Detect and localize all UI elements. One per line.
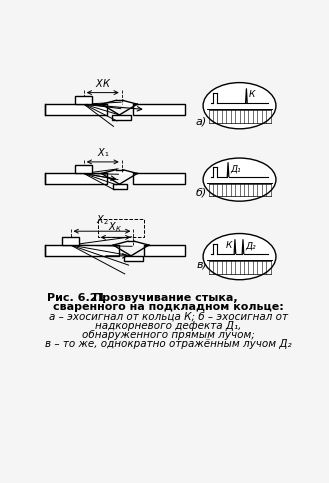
- Text: в): в): [196, 259, 207, 270]
- Ellipse shape: [203, 83, 276, 129]
- Polygon shape: [102, 100, 137, 104]
- Text: в – то же, однократно отражённым лучом Д₂: в – то же, однократно отражённым лучом Д…: [45, 339, 291, 349]
- Text: К: К: [226, 241, 233, 250]
- Bar: [62, 237, 79, 245]
- Bar: [113, 115, 131, 120]
- Bar: [45, 104, 107, 115]
- Bar: [75, 165, 92, 173]
- Bar: [133, 104, 185, 115]
- Text: Рис. 6.21: Рис. 6.21: [47, 293, 106, 303]
- Text: $XК$: $XК$: [94, 77, 111, 89]
- Text: надкорневого дефекта Д₁,: надкорневого дефекта Д₁,: [95, 321, 241, 330]
- Ellipse shape: [203, 233, 276, 280]
- Text: К: К: [249, 90, 255, 99]
- Text: Прозвучивание стыка,: Прозвучивание стыка,: [93, 293, 238, 303]
- Text: б): б): [196, 188, 207, 198]
- Text: Д₁: Д₁: [230, 164, 241, 173]
- Polygon shape: [113, 241, 149, 245]
- Text: $X_2$: $X_2$: [96, 213, 108, 227]
- Text: а): а): [196, 116, 207, 126]
- Text: $X_К$: $X_К$: [109, 220, 123, 233]
- Bar: [113, 184, 127, 189]
- Text: а – эхосигнал от кольца К; б – эхосигнал от: а – эхосигнал от кольца К; б – эхосигнал…: [49, 311, 288, 321]
- Bar: [124, 256, 143, 261]
- Bar: [75, 96, 92, 104]
- Ellipse shape: [203, 158, 276, 201]
- Text: сваренного на подкладном кольце:: сваренного на подкладном кольце:: [53, 302, 284, 312]
- Bar: [98, 219, 144, 237]
- Bar: [144, 245, 185, 256]
- Bar: [45, 245, 119, 256]
- Text: Д₂: Д₂: [245, 241, 256, 250]
- Bar: [133, 173, 185, 184]
- Bar: [45, 173, 107, 184]
- Text: обнаруженного прямым лучом;: обнаруженного прямым лучом;: [82, 330, 255, 340]
- Text: $X₁$: $X₁$: [96, 146, 109, 158]
- Polygon shape: [102, 170, 137, 173]
